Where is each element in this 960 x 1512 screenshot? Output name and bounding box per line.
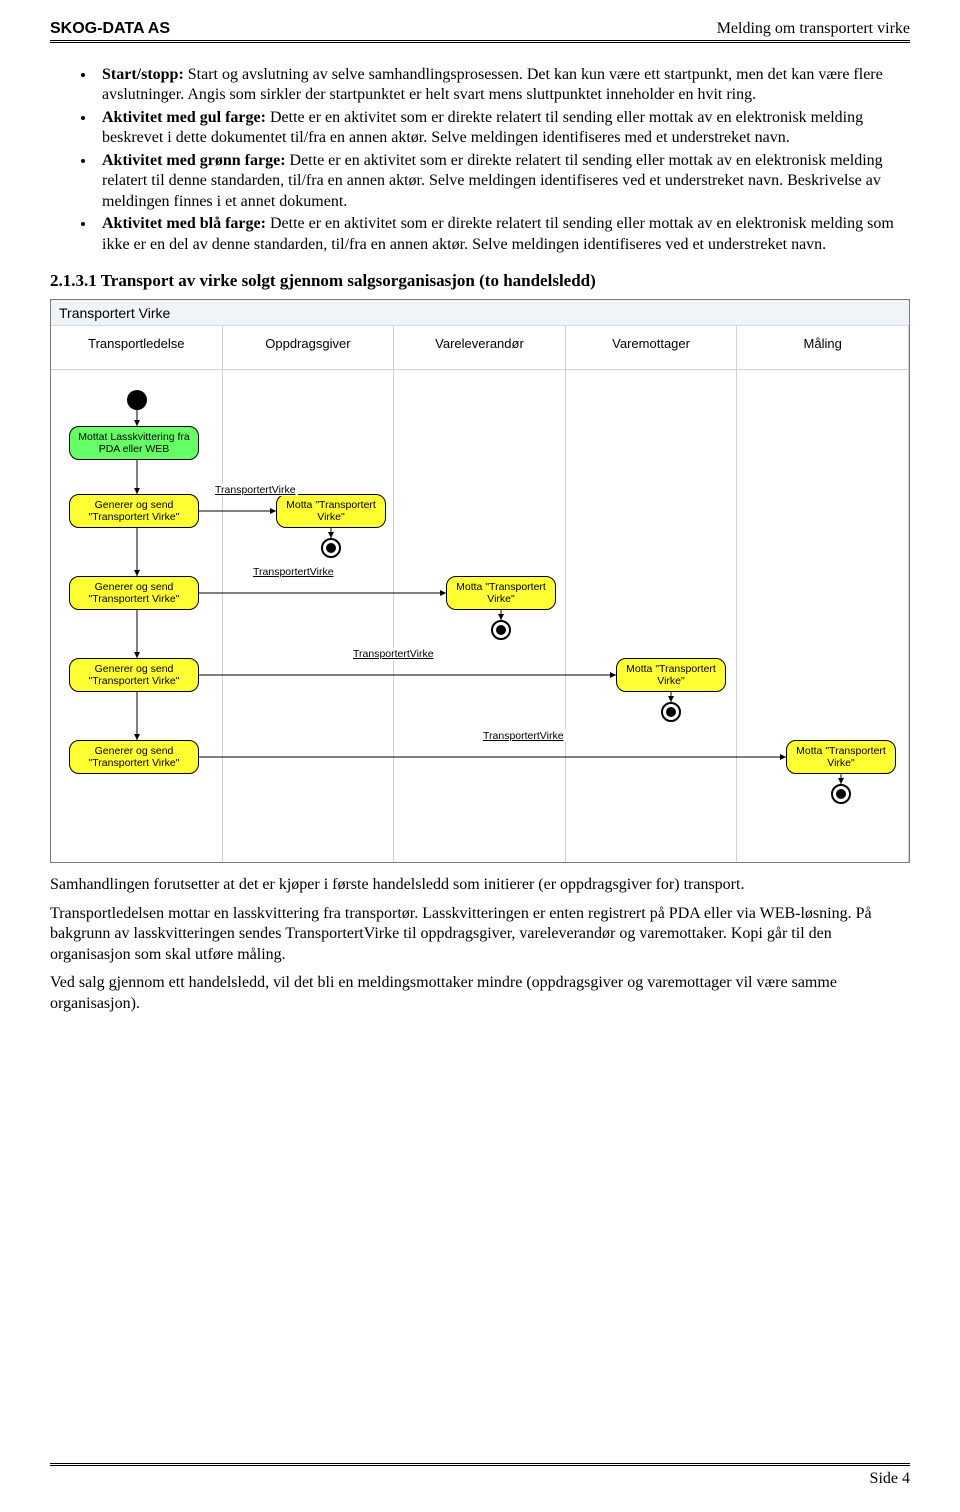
page-header: SKOG-DATA AS Melding om transportert vir… bbox=[50, 20, 910, 43]
bullet-item: Aktivitet med grønn farge: Dette er en a… bbox=[96, 151, 910, 212]
body-paragraph: Samhandlingen forutsetter at det er kjøp… bbox=[50, 875, 910, 895]
activity-generer-send-3: Generer og send "Transportert Virke" bbox=[69, 658, 199, 692]
body-paragraph: Ved salg gjennom ett handelsledd, vil de… bbox=[50, 973, 910, 1014]
bullet-item: Start/stopp: Start og avslutning av selv… bbox=[96, 65, 910, 106]
activity-mottat-lasskvittering: Mottat Lasskvittering fra PDA eller WEB bbox=[69, 426, 199, 460]
lane-header: Vareleverandør bbox=[394, 326, 565, 370]
lane-header: Transportledelse bbox=[51, 326, 222, 370]
swimlane-diagram: Transportert Virke Transportledelse Oppd… bbox=[50, 299, 910, 863]
section-heading: 2.1.3.1 Transport av virke solgt gjennom… bbox=[50, 271, 910, 291]
lane-header: Oppdragsgiver bbox=[223, 326, 394, 370]
bullet-lead: Aktivitet med blå farge: bbox=[102, 215, 266, 232]
start-node bbox=[127, 380, 147, 410]
activity-motta-3: Motta "Transportert Virke" bbox=[616, 658, 726, 692]
activity-motta-4: Motta "Transportert Virke" bbox=[786, 740, 896, 774]
bullet-text: Start og avslutning av selve samhandling… bbox=[102, 66, 883, 103]
bullet-item: Aktivitet med blå farge: Dette er en akt… bbox=[96, 214, 910, 255]
lane-varemottager: Varemottager bbox=[566, 326, 738, 862]
activity-generer-send-4: Generer og send "Transportert Virke" bbox=[69, 740, 199, 774]
document-title: Melding om transportert virke bbox=[717, 20, 910, 38]
bullet-list: Start/stopp: Start og avslutning av selv… bbox=[50, 65, 910, 255]
diagram-title: Transportert Virke bbox=[51, 300, 909, 326]
bullet-lead: Aktivitet med gul farge: bbox=[102, 109, 266, 126]
edge-label: TransportertVirke bbox=[213, 484, 298, 496]
activity-motta-2: Motta "Transportert Virke" bbox=[446, 576, 556, 610]
bullet-lead: Start/stopp: bbox=[102, 66, 184, 83]
end-node bbox=[831, 784, 851, 804]
edge-label: TransportertVirke bbox=[251, 566, 336, 578]
end-node bbox=[661, 702, 681, 722]
end-node bbox=[491, 620, 511, 640]
page-number: Side 4 bbox=[870, 1470, 910, 1487]
lane-oppdragsgiver: Oppdragsgiver bbox=[223, 326, 395, 862]
lane-header: Varemottager bbox=[566, 326, 737, 370]
activity-motta-1: Motta "Transportert Virke" bbox=[276, 494, 386, 528]
page-footer: Side 4 bbox=[50, 1463, 910, 1488]
bullet-item: Aktivitet med gul farge: Dette er en akt… bbox=[96, 108, 910, 149]
lane-header: Måling bbox=[737, 326, 908, 370]
body-paragraph: Transportledelsen mottar en lasskvitteri… bbox=[50, 904, 910, 965]
edge-label: TransportertVirke bbox=[481, 730, 566, 742]
activity-generer-send-1: Generer og send "Transportert Virke" bbox=[69, 494, 199, 528]
activity-generer-send-2: Generer og send "Transportert Virke" bbox=[69, 576, 199, 610]
company-name: SKOG-DATA AS bbox=[50, 20, 170, 38]
edge-label: TransportertVirke bbox=[351, 648, 436, 660]
end-node bbox=[321, 538, 341, 558]
bullet-lead: Aktivitet med grønn farge: bbox=[102, 152, 286, 169]
lane-maling: Måling bbox=[737, 326, 909, 862]
